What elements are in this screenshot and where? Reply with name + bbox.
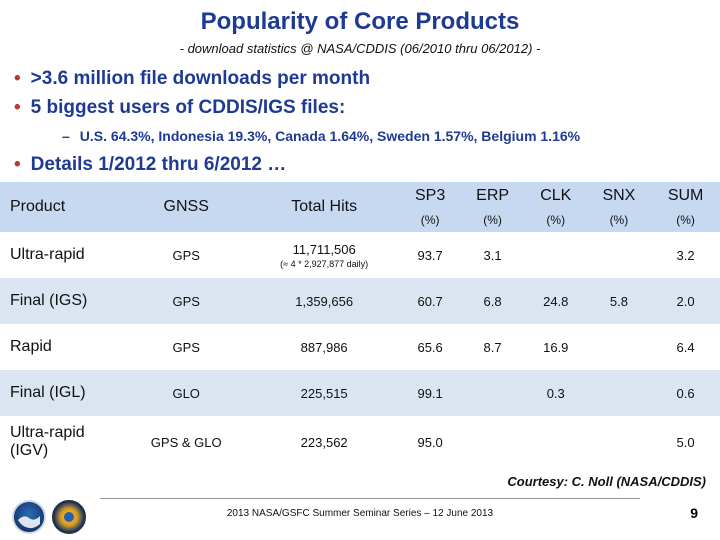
unit-label: (%) [676, 213, 695, 227]
cell-clk: 16.9 [524, 324, 587, 370]
cell-hits: 1,359,656 [248, 278, 400, 324]
cell-erp [460, 416, 525, 468]
cell-gnss: GPS [124, 324, 249, 370]
page-number: 9 [690, 505, 698, 521]
footer-divider [100, 498, 640, 499]
cell-hits: 11,711,506 (≈ 4 * 2,927,877 daily) [248, 232, 400, 278]
table-row: Ultra-rapid (IGV) GPS & GLO 223,562 95.0… [0, 416, 720, 468]
cell-snx [586, 324, 652, 370]
bullet-downloads: • >3.6 million file downloads per month [14, 68, 370, 90]
cell-sum: 5.0 [651, 416, 720, 468]
col-clk: CLK (%) [524, 182, 587, 232]
table-row: Final (IGS) GPS 1,359,656 60.7 6.8 24.8 … [0, 278, 720, 324]
col-snx: SNX (%) [586, 182, 652, 232]
cell-hits: 225,515 [248, 370, 400, 416]
bullet-details: • Details 1/2012 thru 6/2012 … [14, 154, 286, 176]
unit-label: (%) [483, 213, 502, 227]
dash-icon: – [62, 128, 70, 144]
cell-gnss: GLO [124, 370, 249, 416]
col-sp3: SP3 (%) [399, 182, 461, 232]
cell-hits: 223,562 [248, 416, 400, 468]
col-snx-label: SNX [602, 187, 636, 204]
products-table: Product GNSS Total Hits SP3 (%) ERP (%) CL… [0, 182, 720, 468]
cell-sp3: 93.7 [399, 232, 461, 278]
col-gnss: GNSS [124, 182, 249, 232]
courtesy-note: Courtesy: C. Noll (NASA/CDDIS) [507, 474, 706, 489]
cell-hits-note: (≈ 4 * 2,927,877 daily) [280, 258, 369, 269]
unit-label: (%) [609, 213, 629, 227]
cell-gnss: GPS [124, 232, 249, 278]
cell-sp3: 95.0 [399, 416, 461, 468]
bullet-dot-icon: • [14, 154, 21, 175]
cell-erp: 3.1 [460, 232, 525, 278]
sub-bullet-text: U.S. 64.3%, Indonesia 19.3%, Canada 1.64… [79, 128, 581, 144]
cell-snx [586, 416, 652, 468]
table-header-row: Product GNSS Total Hits SP3 (%) ERP (%) CL… [0, 182, 720, 232]
cell-sum: 2.0 [651, 278, 720, 324]
cell-product: Ultra-rapid [0, 232, 124, 278]
col-erp: ERP (%) [460, 182, 525, 232]
cell-erp: 8.7 [460, 324, 525, 370]
unit-label: (%) [546, 213, 566, 227]
cell-clk [524, 232, 587, 278]
cell-snx [586, 232, 652, 278]
table-row: Ultra-rapid GPS 11,711,506 (≈ 4 * 2,927,8… [0, 232, 720, 278]
cell-sum: 6.4 [651, 324, 720, 370]
cell-hits-value: 11,711,506 [292, 241, 356, 257]
table-row: Final (IGL) GLO 225,515 99.1 0.3 0.6 [0, 370, 720, 416]
bullet-dot-icon: • [14, 97, 21, 118]
cell-product: Final (IGS) [0, 278, 124, 324]
cell-gnss: GPS & GLO [124, 416, 249, 468]
col-product: Product [0, 182, 124, 232]
cell-erp [460, 370, 525, 416]
col-clk-label: CLK [540, 187, 572, 204]
cell-clk: 0.3 [524, 370, 587, 416]
bullet-biggest-users: • 5 biggest users of CDDIS/IGS files: [14, 97, 345, 119]
cell-clk [524, 416, 587, 468]
bullet-text: >3.6 million file downloads per month [30, 68, 371, 89]
sub-bullet-countries: – U.S. 64.3%, Indonesia 19.3%, Canada 1.6… [62, 128, 580, 144]
col-sp3-label: SP3 [415, 187, 446, 204]
cell-product: Final (IGL) [0, 370, 124, 416]
footer-text: 2013 NASA/GSFC Summer Seminar Series – 1… [226, 508, 494, 519]
cell-clk: 24.8 [524, 278, 587, 324]
col-sum-label: SUM [667, 187, 704, 204]
cell-sp3: 65.6 [399, 324, 461, 370]
cell-sp3: 60.7 [399, 278, 461, 324]
cell-sum: 0.6 [651, 370, 720, 416]
col-erp-label: ERP [476, 187, 510, 204]
col-total-hits: Total Hits [248, 182, 400, 232]
cell-erp: 6.8 [460, 278, 525, 324]
bullet-text: Details 1/2012 thru 6/2012 … [30, 154, 287, 175]
table-row: Rapid GPS 887,986 65.6 8.7 16.9 6.4 [0, 324, 720, 370]
nasa-gsfc-logo-icon [52, 500, 86, 534]
slide-title: Popularity of Core Products [200, 8, 520, 35]
bullet-dot-icon: • [14, 68, 21, 89]
cell-snx [586, 370, 652, 416]
unit-label: (%) [420, 213, 440, 227]
cell-hits: 887,986 [248, 324, 400, 370]
cell-product: Rapid [0, 324, 124, 370]
cell-snx: 5.8 [586, 278, 652, 324]
slide-subtitle: - download statistics @ NASA/CDDIS (06/2… [179, 41, 541, 56]
cell-sum: 3.2 [651, 232, 720, 278]
noaa-logo-icon [12, 500, 46, 534]
cell-sp3: 99.1 [399, 370, 461, 416]
bullet-text: 5 biggest users of CDDIS/IGS files: [30, 97, 346, 118]
cell-product: Ultra-rapid (IGV) [0, 416, 124, 468]
col-sum: SUM (%) [651, 182, 720, 232]
cell-gnss: GPS [124, 278, 249, 324]
